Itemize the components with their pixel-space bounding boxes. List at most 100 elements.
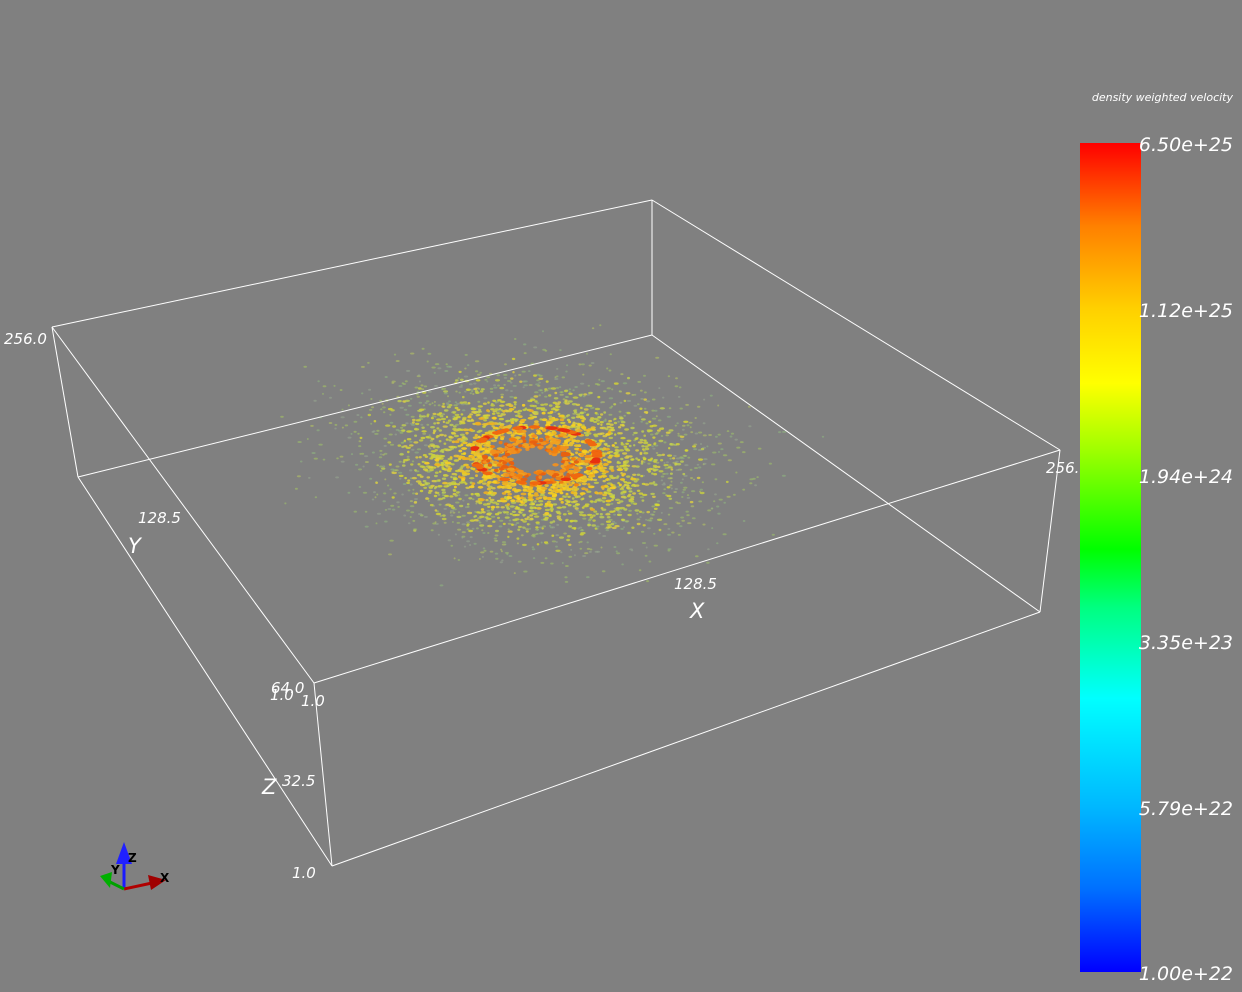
particle (682, 488, 686, 491)
particle (530, 398, 536, 401)
particle (575, 403, 581, 406)
particle (347, 491, 351, 494)
orientation-triad[interactable]: Z X Y (100, 842, 170, 891)
particle (517, 528, 521, 531)
colorbar-gradient[interactable] (1080, 143, 1141, 972)
particle (650, 492, 655, 496)
particle (452, 411, 456, 414)
particle (388, 553, 392, 556)
particle (486, 487, 492, 491)
particle (649, 517, 654, 520)
particle (690, 431, 694, 434)
particle (496, 463, 503, 467)
particle (637, 458, 641, 462)
particle (505, 511, 509, 514)
triad-z-arrowhead (116, 842, 132, 864)
particle (538, 394, 541, 397)
particle (583, 459, 591, 463)
particle (653, 458, 658, 462)
particle (382, 500, 386, 503)
particle (540, 403, 545, 406)
particle (566, 418, 570, 422)
particle (499, 386, 505, 390)
particle (311, 452, 316, 454)
y-tick-mid: 128.5 (138, 509, 181, 527)
particle (636, 518, 641, 521)
particle (556, 485, 564, 488)
particle (476, 527, 479, 530)
particle (548, 472, 554, 476)
particle (537, 430, 541, 434)
particle (630, 502, 634, 505)
particle (614, 522, 617, 525)
particle (581, 478, 587, 482)
particle (527, 496, 533, 499)
particle (411, 448, 415, 451)
particle (431, 479, 437, 483)
particle (562, 513, 567, 516)
particle (623, 496, 627, 499)
particle (465, 431, 469, 435)
particle (700, 447, 705, 451)
particle (575, 439, 581, 443)
particle (573, 493, 578, 497)
particle (429, 439, 434, 442)
particle (498, 467, 504, 471)
particle (460, 384, 463, 387)
particle (409, 500, 413, 503)
particle (657, 429, 661, 432)
particle (590, 447, 597, 451)
particle (456, 402, 460, 405)
particle (565, 518, 569, 522)
particle (552, 463, 559, 467)
particle (466, 465, 470, 469)
particle (447, 419, 452, 422)
particle (454, 494, 459, 497)
particle (482, 482, 487, 485)
particle (421, 430, 427, 433)
particle (463, 452, 467, 455)
particle (464, 494, 469, 497)
particle (586, 547, 591, 550)
particle (567, 400, 573, 403)
particle (600, 401, 603, 404)
colorbar-label-2: 1.12e+25 (1138, 300, 1233, 322)
particle (458, 391, 461, 394)
particle (431, 366, 436, 369)
particle (606, 523, 612, 527)
particle (417, 387, 422, 390)
particle (615, 507, 621, 510)
particle (502, 461, 507, 465)
particle (778, 431, 782, 434)
y-tick-max: 256.0 (4, 330, 47, 348)
particle (598, 378, 601, 381)
particle (687, 522, 692, 525)
particle (483, 444, 489, 447)
particle (659, 407, 665, 410)
particle (414, 451, 419, 454)
particle (566, 439, 571, 442)
particle (490, 439, 498, 443)
particle (587, 522, 591, 525)
particle (626, 411, 631, 415)
z-tick-mid: 32.5 (282, 772, 315, 790)
particle (593, 500, 598, 503)
particle (568, 555, 573, 558)
particle (581, 482, 588, 486)
particle (742, 520, 746, 522)
particle (688, 421, 693, 424)
particle (618, 449, 625, 452)
particle (489, 498, 495, 502)
particle (489, 550, 494, 553)
particle (610, 469, 615, 472)
particle (299, 460, 303, 463)
particle (426, 476, 431, 479)
particle (663, 488, 666, 491)
particle (494, 408, 500, 411)
particle (461, 478, 466, 482)
particle (568, 392, 573, 395)
particle (375, 481, 378, 484)
particle (588, 364, 592, 367)
